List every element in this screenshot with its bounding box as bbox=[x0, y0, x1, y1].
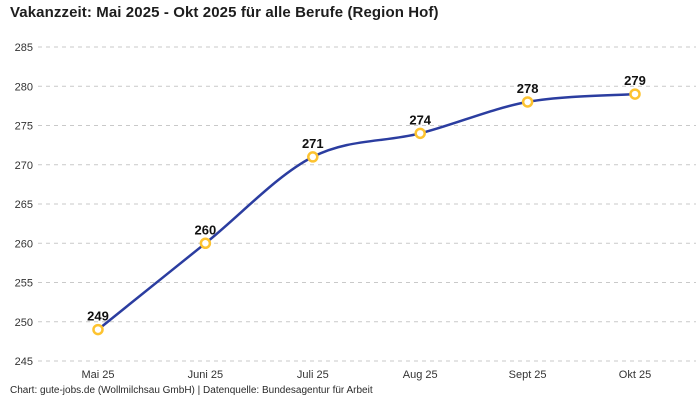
x-axis-tick-label: Okt 25 bbox=[619, 369, 651, 381]
y-axis-tick-label: 245 bbox=[15, 356, 33, 368]
data-point-value-label: 271 bbox=[302, 136, 324, 151]
y-axis-tick-label: 285 bbox=[15, 42, 33, 54]
data-point-marker bbox=[414, 127, 426, 140]
data-point-value-label: 274 bbox=[409, 112, 431, 127]
y-axis-tick-label: 275 bbox=[15, 121, 33, 133]
data-point-marker bbox=[92, 323, 104, 336]
data-point-value-label: 279 bbox=[624, 73, 646, 88]
data-point-value-label: 249 bbox=[87, 309, 109, 324]
data-point-value-label: 278 bbox=[517, 81, 539, 96]
y-axis-tick-label: 270 bbox=[15, 160, 33, 172]
x-axis-tick-label: Mai 25 bbox=[81, 369, 114, 381]
y-axis-tick-label: 280 bbox=[15, 81, 33, 93]
data-point-marker bbox=[521, 96, 534, 108]
x-axis-tick-label: Juli 25 bbox=[297, 369, 329, 381]
data-point-marker bbox=[199, 237, 212, 249]
x-axis-tick-label: Aug 25 bbox=[403, 369, 438, 381]
chart-title: Vakanzzeit: Mai 2025 - Okt 2025 für alle… bbox=[10, 4, 439, 21]
y-axis-tick-label: 265 bbox=[15, 199, 33, 211]
x-axis-tick-label: Sept 25 bbox=[509, 369, 547, 381]
x-axis-tick-label: Juni 25 bbox=[188, 369, 223, 381]
y-axis-tick-label: 250 bbox=[15, 317, 33, 329]
data-point-value-label: 260 bbox=[195, 222, 217, 237]
y-axis-tick-label: 255 bbox=[15, 278, 33, 290]
y-axis-tick-label: 260 bbox=[15, 238, 33, 250]
series-line bbox=[96, 92, 637, 331]
chart-footer-attribution: Chart: gute-jobs.de (Wollmilchsau GmbH) … bbox=[10, 385, 373, 396]
data-point-marker bbox=[629, 88, 641, 100]
data-point-marker bbox=[307, 151, 319, 163]
